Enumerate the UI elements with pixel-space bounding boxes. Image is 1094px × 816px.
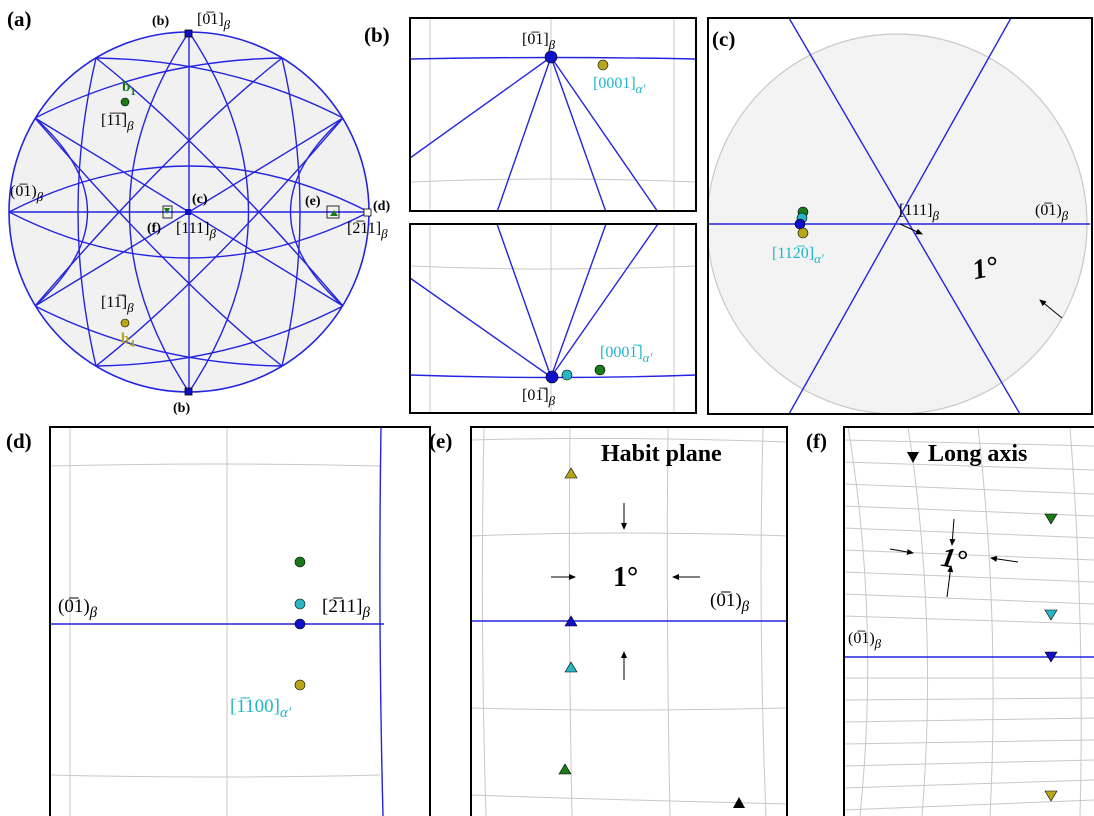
f-navy-tri xyxy=(1044,651,1058,663)
miller-plane-0m11-left: (0̅1)β xyxy=(10,183,44,204)
d-navy-pole xyxy=(294,618,306,630)
d-plane-label: (0̅1)β xyxy=(58,596,98,621)
panel-b-bottom-frame xyxy=(409,223,697,414)
b-top-alpha-pole xyxy=(597,59,609,71)
c-yellow-pole xyxy=(797,227,809,239)
f-cyan-tri xyxy=(1044,609,1058,621)
miller-1m1m1-label: [1̅1̅]β xyxy=(101,112,134,133)
miller-111-label: [111]β xyxy=(176,220,216,241)
b-top-beta-label: [0̅1]β xyxy=(522,31,556,52)
f-arrow-up xyxy=(946,565,954,598)
panel-c-frame xyxy=(707,17,1093,415)
panel-d: (d) (0̅1)β [2̅11]β [1̅100]α′ xyxy=(6,426,431,816)
d-marker-label: (d) xyxy=(373,199,390,214)
c-arrow-1 xyxy=(899,223,923,235)
panel-e: (e) Habit plane 1° (0̅1)β xyxy=(429,426,788,816)
panel-d-frame xyxy=(49,426,431,816)
e-black-tri xyxy=(733,797,745,808)
b4-pole xyxy=(120,318,130,328)
b-bottom-label: (b) xyxy=(173,401,190,416)
d-m211-label: [2̅11]β xyxy=(322,596,370,621)
d-marker xyxy=(363,208,372,217)
panel-f: (f) Long axis 1° (0̅1)β xyxy=(806,426,1094,816)
b1-label: b1 xyxy=(122,79,136,98)
panel-b-top-frame xyxy=(409,17,697,212)
c-arrow-2 xyxy=(1039,299,1063,319)
b-top-beta-pole xyxy=(544,50,558,64)
e-green-tri xyxy=(558,763,572,775)
f-marker-triangle xyxy=(164,208,170,214)
d-cyan-pole xyxy=(294,598,306,610)
c-marker xyxy=(185,209,191,215)
f-arrow-left xyxy=(990,555,1019,563)
b4-label: b4 xyxy=(121,331,135,350)
e-plane-label: (0̅1)β xyxy=(710,590,750,615)
panel-c: (c) [111]β (0̅1)β [112̅0]α′ 1° xyxy=(707,17,1093,415)
f-green-tri xyxy=(1044,513,1058,525)
b-bottom-beta-label: [01̅]β xyxy=(522,387,556,408)
panel-a: (a) (b) [0̅1]β b1 [1̅1̅]β (0̅1)β (c) [11… xyxy=(7,7,390,416)
d-alpha-label: [1̅100]α′ xyxy=(230,696,292,721)
b1-pole xyxy=(120,97,130,107)
stereo-great-circles xyxy=(9,32,369,392)
d-green-pole xyxy=(294,556,306,568)
e-navy-tri xyxy=(564,615,578,627)
panel-e-frame xyxy=(470,426,788,816)
b-bottom-alpha-label: [0001̅]α′ xyxy=(600,344,652,365)
c-marker-label: (c) xyxy=(192,192,208,207)
b-top-label: (b) xyxy=(152,14,169,29)
panel-f-frame xyxy=(843,426,1094,816)
miller-m211-label: [2̅11]β xyxy=(347,220,388,241)
b-bottom-alpha-cyan-pole xyxy=(561,369,573,381)
e-one-degree: 1° xyxy=(613,562,638,593)
f-one-degree: 1° xyxy=(939,542,969,577)
c-plane-label: (0̅1)β xyxy=(1035,202,1069,223)
f-arrow-down xyxy=(949,518,956,546)
e-cyan-tri xyxy=(564,661,578,673)
f-marker-label: (f) xyxy=(147,221,161,236)
f-plane-label: (0̅1)β xyxy=(848,630,882,651)
c-alpha-label: [112̅0]α′ xyxy=(772,245,824,266)
f-arrow-right xyxy=(889,548,914,555)
e-marker-box xyxy=(326,205,340,219)
f-marker-box xyxy=(162,205,173,219)
miller-0m11-top: [0̅1]β xyxy=(197,11,231,32)
panel-e-label: (e) xyxy=(429,429,452,453)
b-top-alpha-label: [0001]α′ xyxy=(593,75,645,96)
panel-b: (b) [0̅1]β [0001]α′ xyxy=(364,17,697,414)
f-title: Long axis xyxy=(928,441,1027,467)
miller-11m1-label: [11̅]β xyxy=(101,294,134,315)
b-bottom-marker xyxy=(184,387,193,396)
panel-d-label: (d) xyxy=(6,429,32,453)
panel-c-label: (c) xyxy=(712,27,735,51)
b-bottom-beta-pole xyxy=(545,370,559,384)
b-bottom-alpha-green-pole xyxy=(594,364,606,376)
f-black-tri xyxy=(907,452,919,463)
c-navy-pole xyxy=(794,218,806,230)
f-yellow-tri xyxy=(1044,790,1058,802)
panel-a-label: (a) xyxy=(7,7,32,31)
e-marker-label: (e) xyxy=(305,194,321,209)
e-title: Habit plane xyxy=(601,441,722,467)
e-marker-triangle xyxy=(330,210,338,216)
d-yellow-pole xyxy=(294,679,306,691)
b-top-marker xyxy=(184,29,193,38)
c-111-label: [111]β xyxy=(899,202,939,223)
panel-b-label: (b) xyxy=(364,23,390,47)
e-yellow-tri xyxy=(564,467,578,479)
panel-f-label: (f) xyxy=(806,429,827,453)
